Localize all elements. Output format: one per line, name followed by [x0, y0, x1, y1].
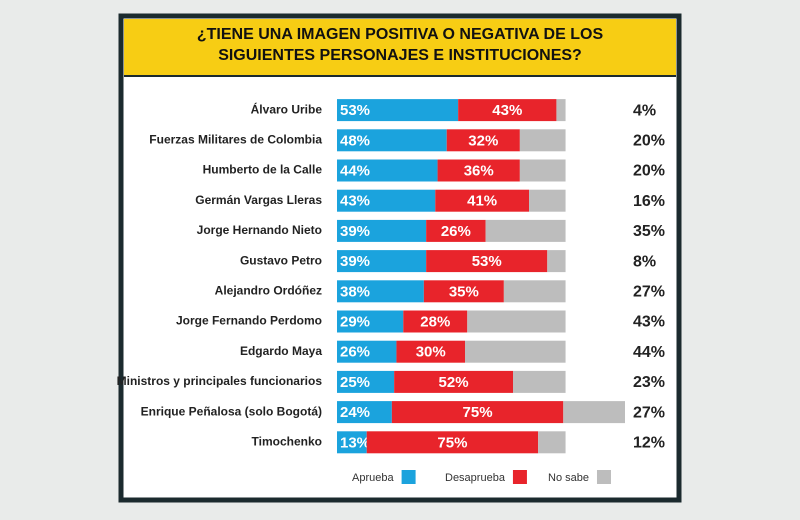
- category-label: Humberto de la Calle: [203, 163, 323, 177]
- bar-segment: [563, 401, 625, 424]
- value-label: 23%: [633, 374, 665, 391]
- value-label: 75%: [463, 404, 493, 421]
- bar-segment: [337, 280, 424, 303]
- category-label: Fuerzas Militares de Colombia: [149, 132, 322, 146]
- category-label: Álvaro Uribe: [251, 101, 323, 116]
- bar-segment: [337, 99, 459, 122]
- value-label: 35%: [633, 223, 665, 240]
- bar-segment: [519, 129, 566, 152]
- value-label: 20%: [633, 163, 665, 180]
- bar-segment: [396, 340, 465, 363]
- bar-segment: [435, 189, 529, 212]
- value-label: 13%: [340, 434, 370, 451]
- legend-label: Aprueba: [352, 472, 394, 484]
- bar-segment: [556, 99, 566, 122]
- legend-swatch: [401, 470, 416, 484]
- value-label: 28%: [420, 313, 450, 330]
- value-label: 36%: [464, 162, 494, 179]
- bar-segment: [547, 250, 566, 273]
- value-label: 24%: [340, 404, 370, 421]
- bar-segment: [337, 250, 427, 273]
- value-label: 4%: [633, 102, 656, 119]
- legend-swatch: [596, 470, 611, 484]
- bar-segment: [485, 219, 566, 242]
- bar-segment: [337, 310, 404, 333]
- value-label: 43%: [340, 193, 370, 210]
- category-label: Jorge Hernando Nieto: [197, 223, 322, 237]
- category-label: Edgardo Maya: [240, 344, 322, 358]
- bar-segment: [337, 370, 395, 393]
- bar-segment: [529, 189, 566, 212]
- bar-segment: [465, 340, 566, 363]
- category-label: Gustavo Petro: [240, 253, 322, 267]
- bar-segment: [337, 401, 392, 424]
- legend-label: No sabe: [548, 472, 589, 484]
- bar-segment: [391, 401, 564, 424]
- category-label: Alejandro Ordóñez: [215, 283, 322, 297]
- chart-title: ¿TIENE UNA IMAGEN POSITIVA O NEGATIVA DE…: [197, 26, 604, 64]
- value-label: 26%: [340, 344, 370, 361]
- bar-segment: [538, 431, 566, 454]
- category-label: Germán Vargas Lleras: [195, 193, 322, 207]
- bar-segment: [467, 310, 566, 333]
- legend-label: Desaprueba: [445, 472, 506, 484]
- bar-segment: [337, 340, 397, 363]
- bar-segment: [337, 189, 436, 212]
- bar-segment: [513, 370, 566, 393]
- value-label: 12%: [633, 435, 665, 452]
- category-label: Ministros y principales funcionarios: [117, 374, 323, 388]
- bar-segment: [394, 370, 513, 393]
- bar-segment: [337, 129, 447, 152]
- title-band: [124, 19, 676, 75]
- value-label: 29%: [340, 313, 370, 330]
- bar-segment: [403, 310, 468, 333]
- value-label: 48%: [340, 132, 370, 149]
- value-label: 25%: [340, 374, 370, 391]
- bar-segment: [458, 99, 557, 122]
- value-label: 32%: [468, 132, 498, 149]
- value-label: 16%: [633, 193, 665, 210]
- bar-segment: [423, 280, 504, 303]
- value-label: 27%: [633, 404, 665, 421]
- value-label: 26%: [441, 223, 471, 240]
- category-label: Enrique Peñalosa (solo Bogotá): [141, 404, 322, 418]
- bar-segment: [446, 129, 520, 152]
- value-label: 39%: [340, 223, 370, 240]
- bar-segment: [366, 431, 539, 454]
- value-label: 44%: [340, 162, 370, 179]
- bar-segment: [437, 159, 520, 182]
- value-label: 39%: [340, 253, 370, 270]
- value-label: 75%: [437, 434, 467, 451]
- value-label: 43%: [633, 314, 665, 331]
- bar-segment: [426, 250, 548, 273]
- category-label: Jorge Fernando Perdomo: [176, 314, 322, 328]
- value-label: 43%: [492, 102, 522, 119]
- value-label: 20%: [633, 133, 665, 150]
- value-label: 52%: [439, 374, 469, 391]
- bar-segment: [519, 159, 566, 182]
- category-label: Timochenko: [252, 434, 322, 448]
- bar-segment: [337, 219, 427, 242]
- value-label: 38%: [340, 283, 370, 300]
- value-label: 30%: [416, 344, 446, 361]
- value-label: 8%: [633, 253, 656, 270]
- value-label: 53%: [340, 102, 370, 119]
- value-label: 53%: [472, 253, 502, 270]
- bar-segment: [426, 219, 486, 242]
- bar-segment: [503, 280, 566, 303]
- value-label: 35%: [449, 283, 479, 300]
- bar-segment: [337, 159, 438, 182]
- bar-segment: [337, 431, 367, 454]
- value-label: 41%: [467, 193, 497, 210]
- legend-swatch: [512, 470, 527, 484]
- value-label: 27%: [633, 284, 665, 301]
- value-label: 44%: [633, 344, 665, 361]
